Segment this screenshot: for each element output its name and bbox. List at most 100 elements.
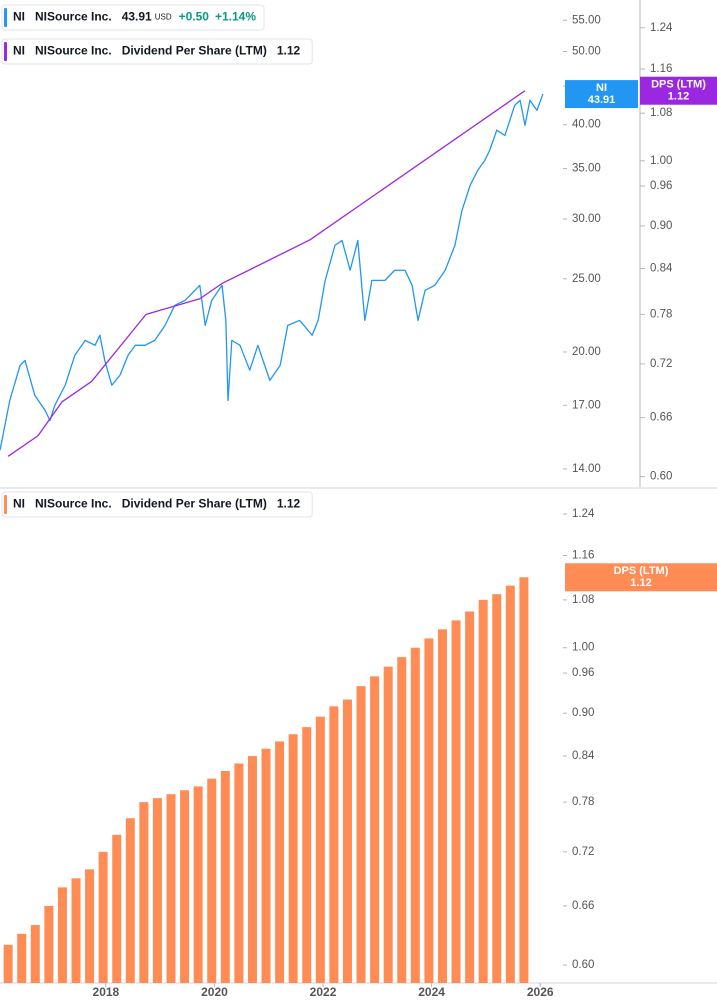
legend-metric: Dividend Per Share (LTM): [122, 497, 267, 511]
y2-tick-label: 1.24: [650, 22, 673, 34]
last-value-box: [565, 563, 717, 592]
bar: [207, 778, 217, 983]
bar: [17, 933, 27, 983]
y-tick-label: 55.00: [572, 14, 601, 26]
y-tick-label: 1.16: [572, 550, 594, 562]
y-tick-label: 0.72: [572, 846, 594, 858]
last-value: 43.91: [588, 94, 616, 106]
legend-value: 1.12: [277, 44, 301, 58]
y2-tick-label: 0.90: [650, 220, 672, 232]
legend-symbol: NI: [13, 44, 25, 58]
y-tick-label: 0.90: [572, 707, 594, 719]
bar: [139, 802, 149, 983]
legend-change-percent: +1.14%: [215, 10, 256, 24]
bar: [98, 851, 108, 983]
y-tick-label: 40.00: [572, 119, 601, 131]
y2-tick-label: 0.60: [650, 471, 672, 483]
bar: [519, 577, 529, 983]
legend-symbol: NI: [13, 497, 25, 511]
x-tick-label: 2018: [93, 985, 120, 999]
y2-tick-label: 1.00: [650, 155, 672, 167]
bar: [180, 790, 190, 983]
legend-symbol: NI: [13, 10, 25, 24]
bar: [275, 741, 285, 983]
last-value: 1.12: [668, 91, 689, 103]
bar: [302, 727, 312, 983]
y-tick-label: 0.84: [572, 750, 595, 762]
y-tick-label: 35.00: [572, 162, 601, 174]
bar: [437, 629, 447, 983]
y-tick-label: 14.00: [572, 463, 601, 475]
last-value-box: [640, 76, 717, 105]
y-tick-label: 0.78: [572, 796, 594, 808]
last-value: 1.12: [630, 577, 651, 589]
bar: [451, 620, 461, 983]
bar: [193, 786, 203, 983]
bar: [30, 925, 40, 983]
last-value-name: DPS (LTM): [651, 79, 706, 91]
bar: [234, 763, 244, 983]
x-tick-label: 2026: [527, 985, 554, 999]
legend-name: NISource Inc.: [35, 44, 112, 58]
bar: [397, 657, 407, 983]
y2-tick-label: 0.78: [650, 308, 672, 320]
y-tick-label: 17.00: [572, 399, 601, 411]
y2-tick-label: 0.66: [650, 412, 672, 424]
bar: [247, 756, 257, 983]
bar: [492, 594, 502, 983]
bar: [85, 869, 95, 983]
plot-area: [0, 90, 544, 457]
y-tick-label: 30.00: [572, 213, 601, 225]
x-tick-label: 2020: [201, 985, 228, 999]
legend-name: NISource Inc.: [35, 10, 112, 24]
bar: [356, 686, 366, 983]
legend-value: 43.91: [122, 10, 152, 24]
last-value-name: DPS (LTM): [614, 565, 669, 577]
bar: [342, 699, 352, 983]
y-tick-label: 20.00: [572, 346, 601, 358]
legend-box: [1, 491, 313, 518]
bar: [261, 748, 271, 983]
y-tick-label: 25.00: [572, 273, 601, 285]
series-line: [7, 90, 526, 457]
y-tick-label: 0.60: [572, 959, 594, 971]
legend-box: [1, 38, 313, 65]
bar: [57, 887, 67, 983]
y-tick-label: 1.24: [572, 508, 595, 520]
plot-area: [3, 577, 529, 983]
series-line: [0, 93, 544, 451]
last-value-box: [565, 80, 638, 109]
last-value-name: NI: [596, 82, 607, 94]
bar: [125, 818, 135, 983]
y2-tick-label: 0.96: [650, 180, 672, 192]
y-tick-label: 0.96: [572, 667, 594, 679]
bar: [410, 647, 420, 983]
y2-tick-label: 1.08: [650, 107, 672, 119]
bar: [3, 944, 13, 983]
bar: [478, 599, 488, 983]
bar: [220, 771, 230, 983]
y-tick-label: 0.66: [572, 900, 594, 912]
y-tick-label: 1.08: [572, 594, 594, 606]
legend-swatch: [4, 8, 7, 27]
x-tick-label: 2022: [310, 985, 337, 999]
y2-tick-label: 0.72: [650, 358, 672, 370]
y-tick-label: 1.00: [572, 642, 594, 654]
bar: [315, 716, 325, 983]
legend-currency: USD: [155, 13, 172, 22]
legend-value: 1.12: [277, 497, 301, 511]
bar: [112, 834, 122, 983]
y2-tick-label: 1.16: [650, 63, 672, 75]
bar: [71, 878, 81, 983]
y-tick-label: 50.00: [572, 46, 601, 58]
bar: [505, 585, 515, 983]
bar: [383, 666, 393, 983]
bar: [329, 706, 339, 983]
bar: [44, 905, 54, 983]
bar: [152, 798, 162, 983]
legend-name: NISource Inc.: [35, 497, 112, 511]
x-tick-label: 2024: [418, 985, 445, 999]
bar: [370, 676, 380, 983]
bar: [465, 611, 475, 983]
